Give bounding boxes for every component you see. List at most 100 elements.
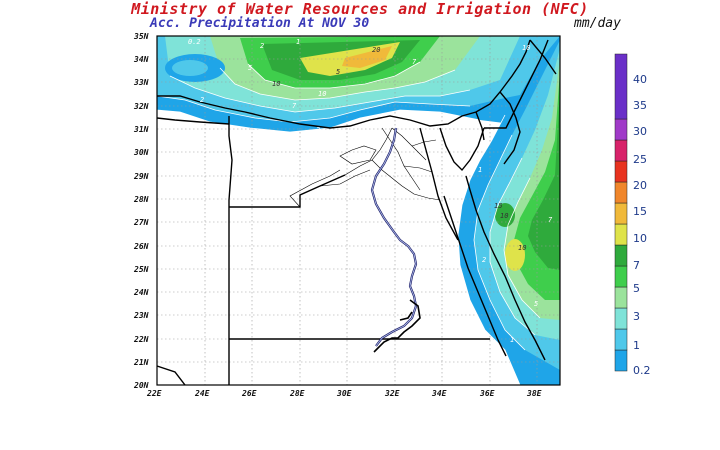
legend-swatch bbox=[614, 202, 628, 225]
contour-label: 5 bbox=[248, 64, 252, 72]
legend-swatch bbox=[614, 118, 628, 141]
lat-tick-label: 30N bbox=[133, 148, 149, 157]
governorate-boundaries bbox=[289, 127, 441, 208]
contour-label: 1 bbox=[296, 38, 300, 46]
contour-label: 2 bbox=[200, 96, 204, 104]
lon-tick-label: 22E bbox=[146, 389, 162, 398]
legend-swatch bbox=[614, 53, 628, 120]
contour-label: 10 bbox=[500, 212, 508, 220]
legend-label: 10 bbox=[633, 232, 647, 245]
legend-swatch bbox=[614, 328, 628, 351]
map-subtitle: Acc. Precipitation At NOV 30 bbox=[150, 16, 370, 31]
legend-swatch bbox=[614, 223, 628, 246]
boundaries bbox=[156, 39, 557, 386]
lon-tick-label: 30E bbox=[336, 389, 352, 398]
contour-label: 2 bbox=[482, 256, 486, 264]
contour-label: 5 bbox=[336, 68, 340, 76]
lat-tick-label: 31N bbox=[133, 125, 149, 134]
map-title: Ministry of Water Resources and Irrigati… bbox=[131, 0, 589, 18]
lat-tick-label: 25N bbox=[133, 265, 149, 274]
contour-label: 5 bbox=[534, 300, 538, 308]
precip-band-20-north bbox=[342, 46, 392, 68]
jordan-border bbox=[499, 91, 521, 165]
legend-label: 40 bbox=[633, 73, 647, 86]
legend-label: 7 bbox=[633, 259, 640, 272]
lat-tick-label: 22N bbox=[133, 335, 149, 344]
contour-lines bbox=[157, 61, 541, 385]
plot-frame bbox=[156, 35, 561, 386]
lon-tick-label: 24E bbox=[194, 389, 210, 398]
precipitation-field bbox=[157, 36, 560, 385]
units-label: mm/day bbox=[574, 16, 621, 31]
sinai-coast bbox=[439, 127, 485, 172]
contour-label: 10 bbox=[522, 44, 530, 52]
libya-egypt-border bbox=[228, 116, 233, 385]
lat-tick-label: 35N bbox=[133, 32, 149, 41]
lon-tick-label: 28E bbox=[289, 389, 305, 398]
lat-tick-label: 23N bbox=[133, 311, 149, 320]
legend-swatch bbox=[614, 265, 628, 288]
suez-gulf-west bbox=[419, 127, 459, 241]
contour-label: 1 bbox=[258, 128, 262, 136]
lon-tick-label: 26E bbox=[241, 389, 257, 398]
contour-label: 10 bbox=[518, 244, 526, 252]
saudi-border bbox=[484, 39, 549, 129]
lat-tick-label: 26N bbox=[133, 242, 149, 251]
contour-label: 20 bbox=[372, 46, 380, 54]
iraq-border bbox=[529, 39, 557, 75]
legend-label: 35 bbox=[633, 99, 647, 112]
lake-nasser bbox=[373, 299, 421, 353]
lon-tick-label: 36E bbox=[479, 389, 495, 398]
contour-label: 7 bbox=[412, 58, 417, 66]
legend-swatch bbox=[614, 286, 628, 309]
legend-swatch bbox=[614, 307, 628, 330]
lat-tick-label: 21N bbox=[133, 358, 149, 367]
legend-label: 25 bbox=[633, 153, 647, 166]
lat-tick-label: 29N bbox=[133, 172, 149, 181]
contour-label: 2 bbox=[260, 42, 264, 50]
legend-label: 5 bbox=[633, 282, 640, 295]
lon-tick-label: 32E bbox=[384, 389, 400, 398]
lat-tick-label: 20N bbox=[133, 381, 149, 390]
lat-tick-label: 32N bbox=[133, 102, 149, 111]
precip-band-15-east bbox=[505, 239, 525, 271]
red-sea-east-coast bbox=[465, 175, 546, 361]
sudan-libya-border bbox=[229, 174, 346, 208]
contour-label: 10 bbox=[318, 90, 326, 98]
red-sea-west-coast bbox=[443, 195, 507, 357]
contour-label: 7 bbox=[548, 216, 553, 224]
legend-swatch bbox=[614, 160, 628, 183]
lat-tick-label: 34N bbox=[133, 55, 149, 64]
lat-tick-label: 24N bbox=[133, 288, 149, 297]
legend-label: 1 bbox=[633, 339, 640, 352]
chad-border bbox=[156, 365, 186, 386]
legend-label: 30 bbox=[633, 125, 647, 138]
legend-label: 0.2 bbox=[633, 364, 651, 377]
lat-tick-label: 33N bbox=[133, 78, 149, 87]
israel-border bbox=[475, 111, 485, 141]
contour-label: 1 bbox=[510, 336, 514, 344]
mediterranean-coast bbox=[157, 39, 531, 129]
legend-label: 20 bbox=[633, 179, 647, 192]
libya-inner-border bbox=[156, 117, 230, 125]
lat-tick-label: 28N bbox=[133, 195, 149, 204]
lat-axis: 20N 21N 22N 23N 24N 25N 26N 27N 28N 29N … bbox=[133, 32, 149, 390]
lat-tick-label: 27N bbox=[133, 218, 149, 227]
nile-river-inner bbox=[371, 127, 417, 347]
precip-band-10-east bbox=[528, 90, 560, 270]
contour-label: 1 bbox=[478, 166, 482, 174]
contour-labels: 0.2 2 1 5 10 20 5 7 7 10 2 10 1 2 1 10 1… bbox=[188, 38, 553, 344]
lon-tick-label: 38E bbox=[526, 389, 542, 398]
color-legend bbox=[614, 53, 628, 372]
legend-labels: 0.2 1 3 5 7 10 15 20 25 30 35 40 bbox=[633, 73, 651, 377]
contour-label: 2 bbox=[316, 126, 320, 134]
legend-swatch bbox=[614, 349, 628, 372]
contour-label: 0.2 bbox=[188, 38, 201, 46]
contour-label: 10 bbox=[272, 80, 280, 88]
legend-swatch bbox=[614, 181, 628, 204]
lon-axis: 22E 24E 26E 28E 30E 32E 34E 36E 38E bbox=[146, 389, 542, 398]
legend-swatch bbox=[614, 244, 628, 267]
legend-swatch bbox=[614, 139, 628, 162]
lon-tick-label: 34E bbox=[431, 389, 447, 398]
